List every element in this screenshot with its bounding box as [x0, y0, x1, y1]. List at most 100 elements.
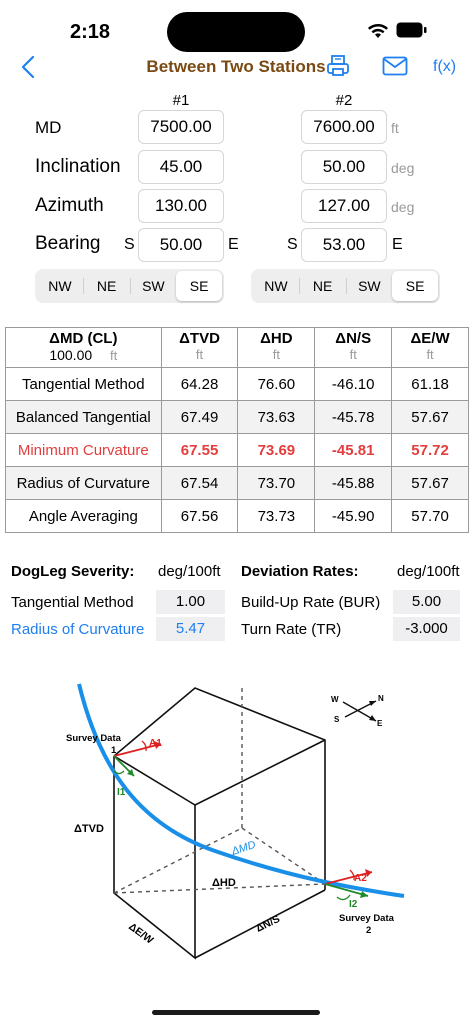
dogleg-tangential-label: Tangential Method	[11, 594, 134, 611]
table-header-row: ΔMD (CL) 100.00 ft ΔTVD ft ΔHD ft ΔN/S ft Δ…	[5, 327, 469, 368]
bearing-prefix-1: S	[124, 236, 135, 253]
hd-cell: 73.69	[237, 433, 316, 467]
bearing-suffix-2: E	[392, 236, 403, 253]
ew-cell: 57.67	[391, 400, 469, 434]
header-ew-title: ΔE/W	[410, 330, 450, 347]
header-tvd-title: ΔTVD	[179, 330, 220, 347]
home-indicator[interactable]	[152, 1010, 320, 1015]
header-dmd-unit: ft	[110, 348, 118, 363]
column-header-1: #1	[172, 92, 190, 109]
table-row-highlighted: Minimum Curvature 67.55 73.69 -45.81 57.…	[5, 433, 469, 467]
well-path	[77, 683, 405, 898]
segment-nw[interactable]: NW	[264, 278, 288, 294]
dogleg-unit: deg/100ft	[158, 563, 221, 580]
tvd-cell: 67.55	[160, 433, 239, 467]
dogleg-radius-label[interactable]: Radius of Curvature	[11, 621, 145, 638]
wifi-icon	[368, 24, 388, 38]
hd-cell: 73.70	[237, 466, 316, 500]
header-ew: ΔE/W ft	[391, 327, 469, 368]
md-label: MD	[35, 118, 62, 137]
segment-se[interactable]: SE	[392, 271, 438, 301]
header-dmd-title: ΔMD (CL)	[49, 330, 118, 347]
bearing-label: Bearing	[35, 233, 101, 254]
box-top-back-edge	[113, 687, 326, 890]
segment-se[interactable]: SE	[176, 271, 222, 301]
md-label-diagram: ΔMD	[229, 839, 257, 858]
header-ew-unit: ft	[426, 347, 434, 362]
compass-w: W	[331, 695, 339, 704]
print-icon[interactable]	[326, 54, 350, 78]
survey-2-number: 2	[366, 925, 371, 936]
ew-cell: 61.18	[391, 367, 469, 401]
segment-sw[interactable]: SW	[358, 278, 381, 294]
ew-label: ΔE/W	[126, 921, 155, 947]
survey-1-vectors	[113, 740, 162, 777]
nav-title: Between Two Stations	[146, 57, 326, 76]
ew-cell: 57.67	[391, 466, 469, 500]
survey-2-label: Survey Data	[339, 913, 395, 924]
bearing-input-2[interactable]: 53.00	[301, 228, 387, 262]
segment-divider	[298, 278, 300, 294]
compass-s: S	[334, 715, 340, 724]
segment-sw[interactable]: SW	[142, 278, 165, 294]
dogleg-radius-value: 5.47	[156, 617, 225, 641]
quadrant-segment-2[interactable]: NW NE SW SE	[251, 269, 440, 303]
azimuth-input-1[interactable]: 130.00	[138, 189, 224, 223]
dogleg-title: DogLeg Severity:	[11, 563, 135, 580]
azimuth-unit: deg	[391, 199, 415, 215]
azimuth-input-2[interactable]: 127.00	[301, 189, 387, 223]
segment-ne[interactable]: NE	[96, 278, 117, 294]
mail-icon[interactable]	[382, 56, 408, 76]
back-chevron-icon[interactable]	[20, 55, 38, 79]
deviation-unit: deg/100ft	[397, 563, 460, 580]
dogleg-tangential-value: 1.00	[156, 590, 225, 614]
header-dmd-value[interactable]: 100.00	[49, 347, 93, 363]
segment-ne[interactable]: NE	[312, 278, 333, 294]
bur-value: 5.00	[393, 590, 460, 614]
ns-cell: -46.10	[314, 367, 393, 401]
inclination-unit: deg	[391, 160, 415, 176]
inclination-input-2[interactable]: 50.00	[301, 150, 387, 184]
wellbore-diagram: Survey Data 1 A1 I1 ΔTVD ΔHD ΔMD ΔE/W ΔN…	[66, 683, 405, 960]
method-cell: Tangential Method	[5, 367, 162, 401]
compass-n: N	[378, 694, 384, 703]
md-input-2[interactable]: 7600.00	[301, 110, 387, 144]
survey-1-label: Survey Data	[66, 733, 122, 744]
ew-cell: 57.70	[391, 499, 469, 533]
method-cell: Radius of Curvature	[5, 466, 162, 500]
header-ns: ΔN/S ft	[314, 327, 393, 368]
header-hd-title: ΔHD	[260, 330, 293, 347]
bur-label: Build-Up Rate (BUR)	[241, 594, 381, 611]
tvd-cell: 67.56	[160, 499, 239, 533]
azimuth-label: Azimuth	[35, 195, 104, 216]
method-cell: Angle Averaging	[5, 499, 162, 533]
quadrant-segment-1[interactable]: NW NE SW SE	[35, 269, 224, 303]
status-time: 2:18	[70, 21, 111, 43]
survey-1-number: 1	[111, 745, 117, 756]
md-input-1[interactable]: 7500.00	[138, 110, 224, 144]
tvd-cell: 64.28	[160, 367, 239, 401]
method-cell: Minimum Curvature	[5, 433, 162, 467]
header-hd-unit: ft	[272, 347, 280, 362]
box-bottom-edge	[194, 889, 326, 959]
table-row: Tangential Method 64.28 76.60 -46.10 61.…	[5, 367, 469, 401]
segment-divider	[129, 278, 131, 294]
header-tvd-unit: ft	[195, 347, 204, 362]
ns-cell: -45.88	[314, 466, 393, 500]
ns-cell: -45.78	[314, 400, 393, 434]
header-dmd: ΔMD (CL) 100.00 ft	[5, 327, 162, 368]
tvd-label: ΔTVD	[74, 823, 104, 835]
box-top-left-edge	[113, 755, 196, 806]
survey-2-vectors	[324, 869, 373, 901]
bearing-suffix-1: E	[228, 236, 239, 253]
table-row: Radius of Curvature 67.54 73.70 -45.88 5…	[5, 466, 469, 500]
bearing-input-1[interactable]: 50.00	[138, 228, 224, 262]
tr-value: -3.000	[393, 617, 460, 641]
ns-label: ΔN/S	[254, 913, 282, 935]
a1-label: A1	[149, 738, 162, 749]
formula-button[interactable]: f(x)	[433, 58, 457, 75]
inclination-input-1[interactable]: 45.00	[138, 150, 224, 184]
compass-e: E	[377, 719, 383, 728]
box-front-edges	[113, 739, 326, 960]
segment-nw[interactable]: NW	[48, 278, 72, 294]
